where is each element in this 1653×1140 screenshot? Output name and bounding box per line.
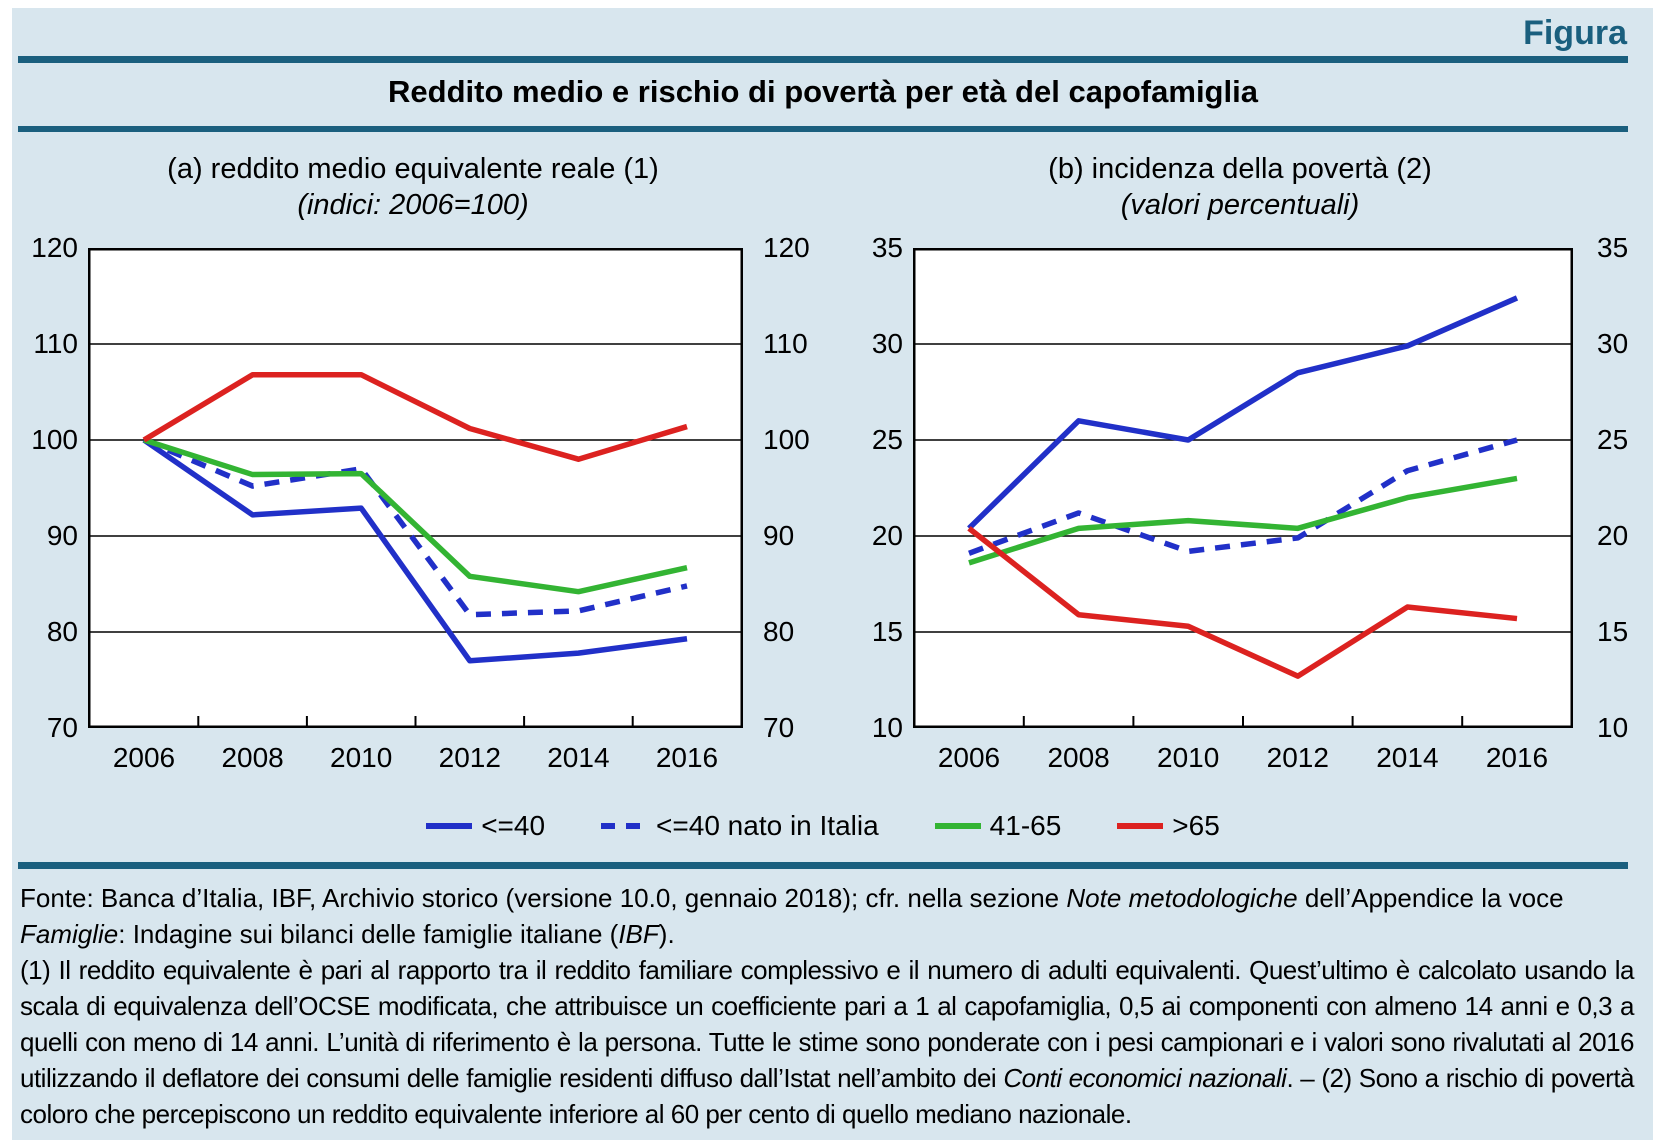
legend-label: >65 [1172,810,1220,841]
top-divider-rule [18,56,1628,63]
x-tick-label: 2012 [438,742,501,773]
y-tick-label: 90 [763,520,795,551]
y-tick-label: 110 [763,328,808,359]
chart-b-x-axis: 2006 2008 2010 2012 2014 2016 [913,742,1573,776]
y-tick-label: 120 [31,232,78,263]
x-tick-label: 2014 [1376,742,1439,773]
y-tick-label: 70 [763,712,795,743]
series-line--65 [142,371,688,462]
y-tick-label: 35 [1597,232,1629,263]
panel-b-subtitle: (valori percentuali) [1120,189,1360,221]
legend-item-0: <=40 [426,810,545,842]
y-tick-label: 80 [46,616,78,647]
chart-b-plot [913,248,1573,728]
x-tick-label: 2016 [1485,742,1549,773]
chart-b-left-axis: 10 15 20 25 30 35 [835,232,903,743]
y-tick-label: 10 [871,712,903,743]
x-tick-label: 2006 [112,742,176,773]
title-divider-rule [18,126,1628,132]
x-tick-label: 2008 [1047,742,1110,773]
panel-a-title: (a) reddito medio equivalente reale (1) [167,153,659,185]
y-tick-label: 100 [763,424,810,455]
series-line--65 [967,526,1518,679]
y-tick-label: 25 [1597,424,1629,455]
x-tick-label: 2012 [1266,742,1329,773]
series-line-41-65 [143,437,688,595]
legend-item-2: 41-65 [934,810,1062,842]
legend-line-sample [601,823,648,829]
x-tick-label: 2010 [1157,742,1220,773]
y-tick-label: 30 [871,328,903,359]
chart-a-left-axis: 70 80 90 100 110 120 [10,232,78,743]
panel-a-subtitle: (indici: 2006=100) [297,189,529,221]
y-tick-label: 20 [1597,520,1629,551]
footnote-paragraph-0: Fonte: Banca d’Italia, IBF, Archivio sto… [20,883,1564,949]
y-tick-label: 20 [871,520,903,551]
series-line--40-nato-in-italia [968,437,1518,556]
x-tick-label: 2008 [221,742,284,773]
x-tick-label: 2014 [547,742,610,773]
y-tick-label: 15 [1597,616,1629,647]
x-tick-label: 2010 [330,742,393,773]
chart-a-x-axis: 2006 2008 2010 2012 2014 2016 [88,742,743,776]
legend-label: <=40 nato in Italia [656,810,879,841]
chart-a-right-axis: 70 80 90 100 110 120 [763,232,833,743]
chart-b-right-axis: 10 15 20 25 30 35 [1597,232,1653,743]
y-tick-label: 70 [46,712,78,743]
x-tick-label: 2016 [655,742,719,773]
footnotes: Fonte: Banca d’Italia, IBF, Archivio sto… [20,880,1635,1132]
y-tick-label: 100 [31,424,78,455]
y-tick-label: 15 [871,616,903,647]
legend-item-3: >65 [1117,810,1220,842]
legend-line-sample [1117,823,1164,829]
y-tick-label: 10 [1597,712,1629,743]
y-tick-label: 80 [763,616,795,647]
series-line--40 [967,295,1519,531]
chart-legend: <=40 <=40 nato in Italia 41-65 >65 [18,810,1628,842]
series-line--40-nato-in-italia [142,437,688,618]
y-tick-label: 110 [33,328,78,359]
y-tick-label: 35 [871,232,903,263]
legend-line-sample [426,823,473,829]
footnote-paragraph-1: (1) Il reddito equivalente è pari al rap… [20,955,1635,1129]
y-tick-label: 90 [46,520,78,551]
legend-label: 41-65 [989,810,1062,841]
legend-line-sample [934,823,981,829]
series-line--40 [142,437,688,664]
chart-a-plot [88,248,743,728]
series-line-41-65 [968,475,1518,566]
legend-item-1: <=40 nato in Italia [601,810,879,842]
x-tick-label: 2006 [937,742,1001,773]
panel-b-title: (b) incidenza della povertà (2) [1048,153,1432,185]
y-tick-label: 30 [1597,328,1629,359]
page-title: Reddito medio e rischio di povertà per e… [388,74,1258,109]
y-tick-label: 25 [871,424,903,455]
figure-label: Figura [1523,14,1627,52]
legend-label: <=40 [481,810,546,841]
y-tick-label: 120 [763,232,810,263]
footer-divider-rule [18,862,1628,869]
